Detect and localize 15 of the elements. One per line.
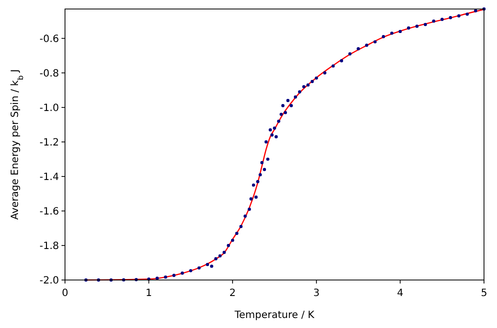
- x-axis-title: Temperature / K: [234, 310, 315, 321]
- x-tick-label: 2: [229, 288, 236, 299]
- x-tick-label: 4: [397, 288, 404, 299]
- x-tick-label: 5: [480, 288, 488, 299]
- y-tick-label: -1.2: [39, 137, 59, 148]
- x-tick-label: 0: [62, 288, 68, 299]
- y-tick-label: -1.4: [39, 172, 59, 183]
- y-tick-label: -2.0: [39, 276, 59, 286]
- y-tick-label: -1.0: [39, 102, 59, 114]
- x-tick-label: 1: [146, 288, 152, 299]
- y-tick-label: -0.6: [39, 34, 59, 45]
- y-tick-label: -0.8: [39, 68, 59, 80]
- y-tick-label: -1.6: [39, 206, 59, 218]
- x-tick-label: 3: [313, 288, 320, 299]
- y-tick-label: -1.8: [39, 240, 59, 252]
